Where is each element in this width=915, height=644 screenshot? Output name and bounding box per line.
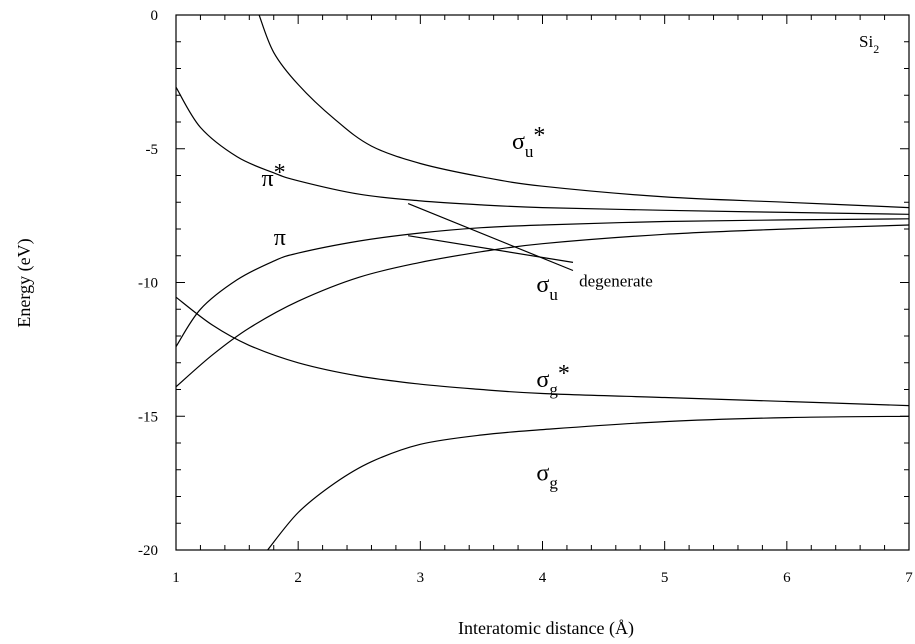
x-tick-label: 3 — [417, 570, 425, 586]
molecule-label-text: Si2 — [859, 32, 879, 56]
y-tick-label: -15 — [138, 409, 158, 425]
curve-label-3: σu — [536, 272, 558, 304]
text-annotation-0: degenerate — [579, 272, 653, 291]
x-tick-label: 6 — [783, 570, 791, 586]
x-tick-label: 7 — [905, 570, 913, 586]
curve-label-4: σg* — [536, 361, 569, 399]
x-tick-label: 4 — [539, 570, 547, 586]
series-line-5 — [267, 415, 910, 551]
series-curves — [175, 14, 910, 551]
x-tick-label: 2 — [294, 570, 302, 586]
axis-ticks: 1 2 3 4 5 6 7 0 -5 -10 -15 -20 — [138, 8, 913, 586]
x-tick-label: 1 — [172, 570, 180, 586]
curve-label-2: π — [274, 225, 286, 251]
curve-label-1: π* — [262, 160, 286, 192]
curve-label-5: σg — [536, 460, 558, 492]
series-line-4 — [175, 296, 910, 407]
series-line-7 — [408, 235, 574, 263]
series-line-3 — [175, 224, 910, 388]
series-line-1 — [175, 86, 910, 215]
series-line-0 — [258, 14, 910, 209]
y-tick-label: -20 — [138, 543, 158, 559]
series-line-6 — [407, 203, 574, 272]
y-axis-title: Energy (eV) — [14, 238, 35, 327]
y-tick-label: -5 — [146, 142, 159, 158]
curve-label-0: σu* — [512, 123, 545, 161]
y-tick-label: -10 — [138, 276, 158, 292]
x-axis-title: Interatomic distance (Å) — [458, 618, 634, 639]
molecule-label: Si2 — [859, 32, 879, 56]
curve-labels: σu* π* π σu σg* σg degenerate — [262, 123, 653, 493]
x-tick-label: 5 — [661, 570, 669, 586]
series-line-2 — [175, 218, 910, 348]
y-tick-label: 0 — [151, 8, 159, 24]
